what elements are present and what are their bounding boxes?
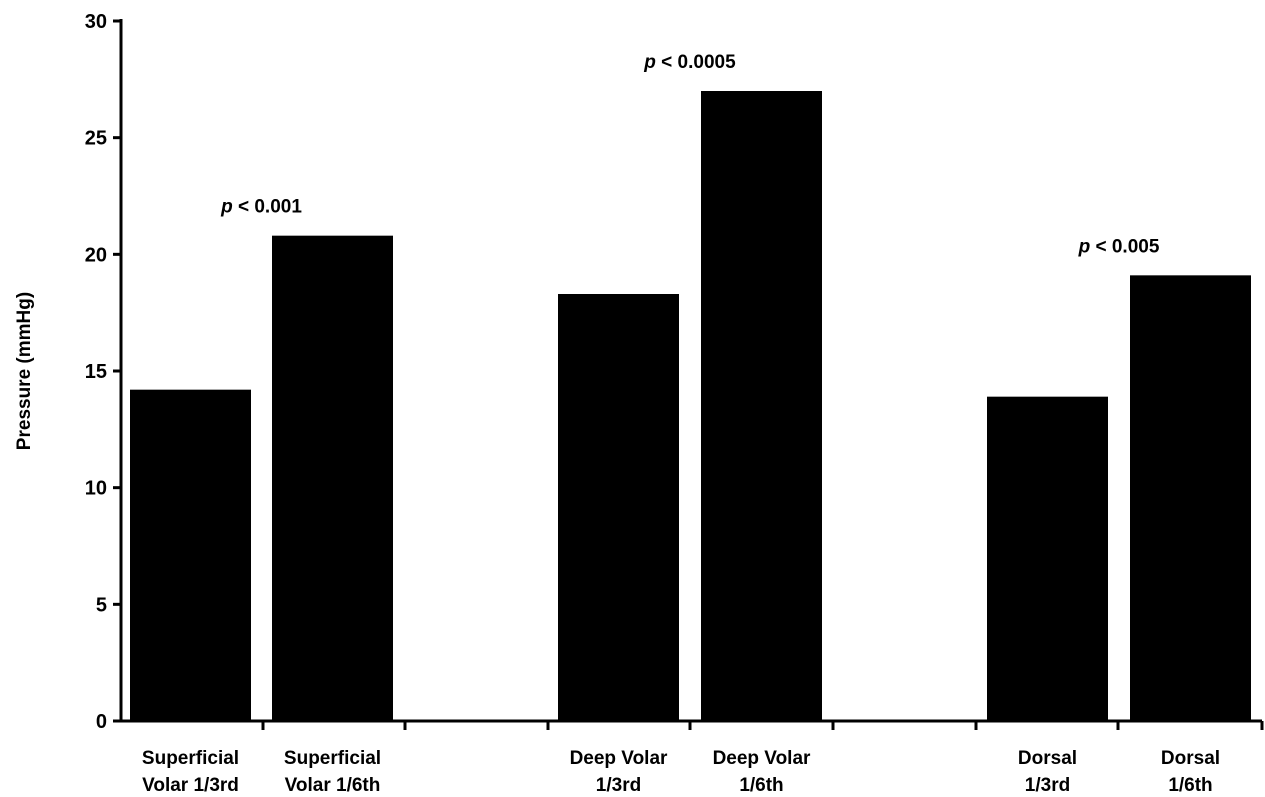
p-value-text: < 0.001	[233, 197, 303, 218]
bars	[130, 91, 1251, 721]
p-symbol: p	[643, 52, 656, 73]
bar-5	[987, 396, 1108, 721]
category-label: Superficial	[142, 748, 239, 769]
category-label: 1/3rd	[596, 775, 641, 796]
p-value-annotation: p < 0.001	[220, 197, 302, 218]
p-value-text: < 0.005	[1090, 236, 1160, 257]
category-label: Dorsal	[1161, 748, 1220, 769]
y-tick-label: 15	[85, 361, 107, 383]
p-value-text: < 0.0005	[656, 52, 736, 73]
category-label: Deep Volar	[713, 748, 811, 769]
y-tick-label: 25	[85, 128, 107, 150]
bar-1	[130, 389, 251, 721]
category-label: 1/6th	[739, 775, 783, 796]
bar-2	[272, 235, 393, 721]
bar-3	[558, 294, 679, 721]
y-tick-label: 10	[85, 478, 107, 500]
p-value-annotation: p < 0.0005	[643, 52, 736, 73]
y-tick-label: 0	[96, 711, 107, 733]
y-tick-label: 5	[96, 594, 107, 616]
y-tick-label: 20	[85, 244, 107, 266]
p-symbol: p	[220, 197, 233, 218]
p-value-annotation: p < 0.005	[1078, 236, 1160, 257]
category-label: Dorsal	[1018, 748, 1077, 769]
y-tick-label: 30	[85, 11, 107, 33]
labels: Superficial Volar 1/3rd Superficial Volar 1…	[142, 52, 1220, 796]
bar-6	[1130, 275, 1251, 721]
category-label: Volar 1/6th	[285, 775, 381, 796]
bar-4	[701, 91, 822, 721]
category-label: Volar 1/3rd	[142, 775, 239, 796]
y-axis-title: Pressure (mmHg)	[14, 292, 35, 450]
p-symbol: p	[1078, 236, 1091, 257]
category-label: Deep Volar	[570, 748, 668, 769]
category-label: Superficial	[284, 748, 381, 769]
category-label: 1/3rd	[1025, 775, 1070, 796]
category-label: 1/6th	[1168, 775, 1212, 796]
